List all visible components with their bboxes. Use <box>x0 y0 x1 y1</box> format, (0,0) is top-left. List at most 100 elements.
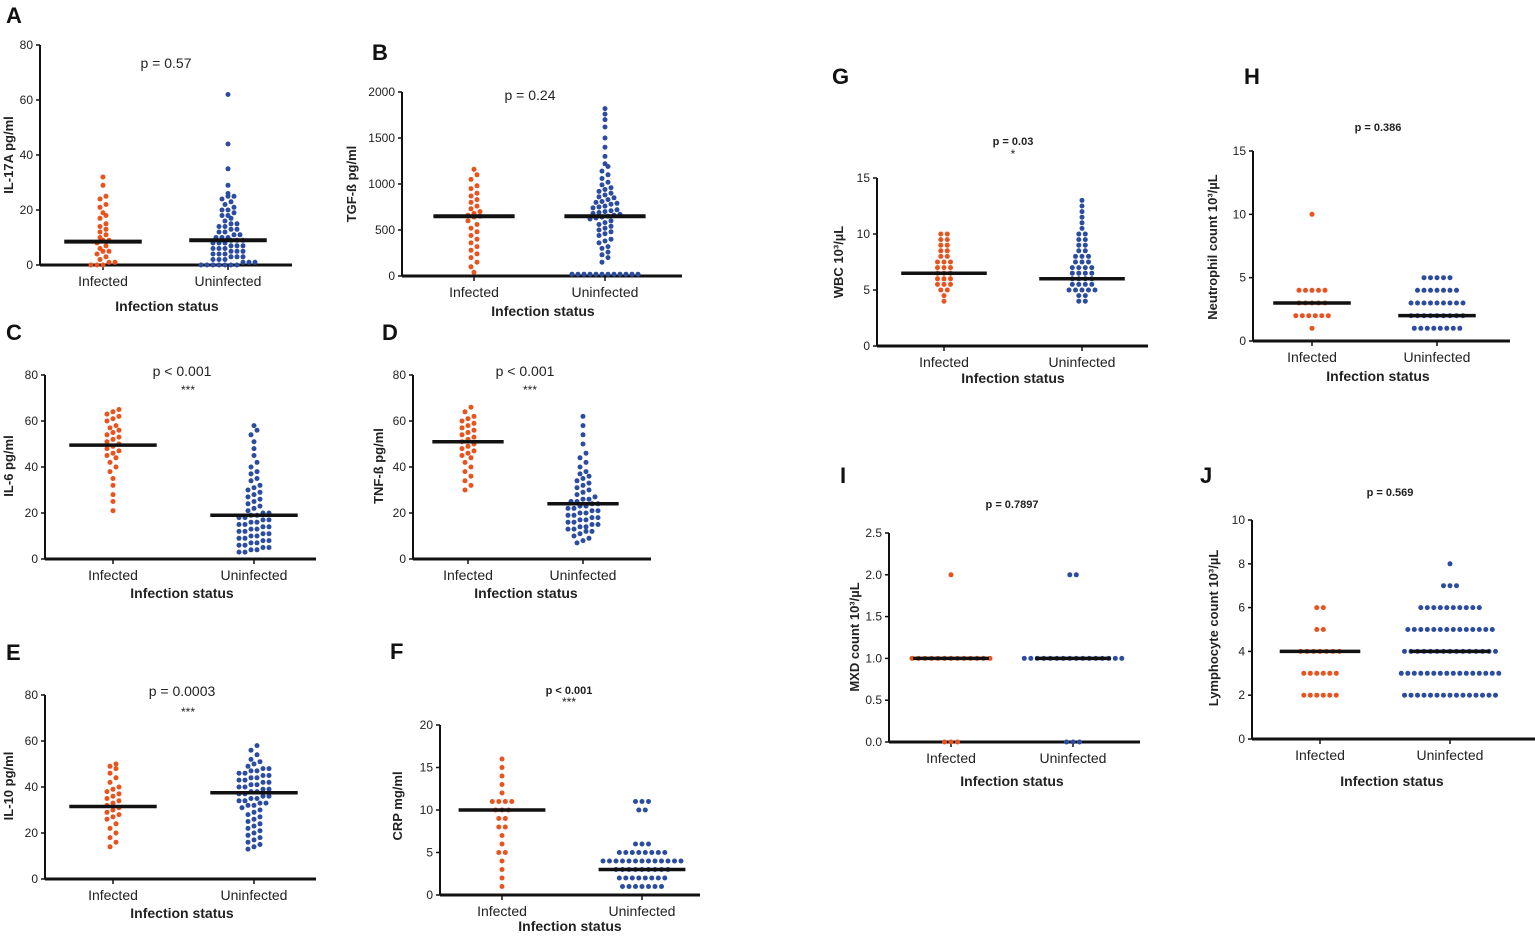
data-point <box>1327 692 1333 698</box>
data-point <box>266 545 272 550</box>
data-point <box>113 830 119 836</box>
data-point <box>938 287 944 293</box>
data-point <box>1447 561 1453 567</box>
data-point <box>254 782 260 788</box>
data-point <box>1301 692 1307 698</box>
data-point <box>596 233 602 238</box>
data-point <box>1082 293 1088 299</box>
data-point <box>616 875 622 881</box>
data-point <box>106 259 112 265</box>
data-point <box>107 763 113 769</box>
data-point <box>216 262 222 268</box>
data-point <box>210 262 216 268</box>
data-point <box>248 432 254 438</box>
data-point <box>1421 275 1427 281</box>
data-point <box>225 207 231 213</box>
data-point <box>216 229 222 235</box>
data-point <box>459 446 465 452</box>
data-point <box>1463 627 1469 632</box>
data-point <box>1079 259 1085 265</box>
p-value: p = 0.569 <box>1367 487 1414 499</box>
data-point <box>251 446 257 452</box>
panel-a: A p = 0.57 IL-17A pg/ml Infection status… <box>1 3 292 314</box>
data-point <box>474 229 480 235</box>
x-axis-title: Infection status <box>1326 368 1430 384</box>
data-point <box>595 522 601 527</box>
data-point <box>1431 325 1437 331</box>
data-point <box>222 202 228 207</box>
data-point <box>1444 670 1450 676</box>
data-point <box>474 183 480 189</box>
p-value: p < 0.001 <box>153 363 212 379</box>
data-point <box>468 186 474 192</box>
data-point <box>1086 287 1091 293</box>
data-point <box>608 218 614 224</box>
data-point <box>103 202 109 207</box>
data-point <box>257 814 263 820</box>
data-point <box>228 254 234 260</box>
data-point <box>948 572 954 578</box>
x-axis-title: Infection status <box>130 905 234 921</box>
data-point <box>1447 692 1453 698</box>
data-point <box>266 517 272 523</box>
data-point <box>571 533 577 539</box>
data-point <box>242 770 248 776</box>
data-point <box>1405 627 1411 632</box>
data-point <box>462 487 468 493</box>
data-point <box>1496 670 1502 676</box>
x-category-label: Uninfected <box>1049 354 1116 370</box>
data-point <box>1079 287 1085 293</box>
data-point <box>502 824 508 830</box>
data-point <box>225 92 231 97</box>
data-point <box>97 235 103 240</box>
y-tick-label: 0 <box>26 258 33 272</box>
data-point <box>1067 572 1073 578</box>
data-point <box>587 271 593 277</box>
data-point <box>1421 300 1427 306</box>
data-point <box>228 221 234 227</box>
data-point <box>580 489 586 495</box>
data-point <box>599 182 605 188</box>
data-point <box>1441 583 1446 589</box>
data-point <box>1314 627 1320 632</box>
data-point <box>254 459 260 465</box>
data-point <box>254 526 260 532</box>
data-point <box>605 271 611 277</box>
data-point <box>623 875 629 881</box>
y-tick-label: 60 <box>393 414 407 428</box>
data-point <box>254 796 260 801</box>
data-point <box>1418 325 1424 331</box>
data-point <box>251 423 257 429</box>
data-point <box>216 251 222 257</box>
data-point <box>1082 281 1088 287</box>
data-point <box>468 473 474 479</box>
data-point <box>236 777 242 783</box>
data-point <box>104 809 110 815</box>
data-point <box>471 448 477 454</box>
data-point <box>580 496 586 502</box>
data-point <box>608 208 614 214</box>
data-point <box>942 739 947 745</box>
data-point <box>617 271 623 277</box>
data-point <box>599 271 605 277</box>
data-point <box>260 786 266 792</box>
data-point <box>242 522 248 527</box>
data-point <box>210 257 216 262</box>
y-tick-label: 0 <box>399 552 406 566</box>
significance-stars: *** <box>562 695 576 709</box>
data-point <box>586 487 592 493</box>
data-point <box>633 858 638 864</box>
data-point <box>236 522 242 527</box>
x-category-label: Infected <box>1287 349 1337 365</box>
data-point <box>581 271 587 277</box>
data-point <box>583 469 589 475</box>
data-point <box>248 471 254 477</box>
y-tick-label: 15 <box>857 171 871 185</box>
data-point <box>116 798 122 804</box>
data-point <box>459 425 465 431</box>
data-point <box>499 867 505 872</box>
data-point <box>113 423 119 429</box>
data-point <box>1434 300 1440 306</box>
data-point <box>1437 605 1443 611</box>
panel-label: C <box>6 320 22 345</box>
